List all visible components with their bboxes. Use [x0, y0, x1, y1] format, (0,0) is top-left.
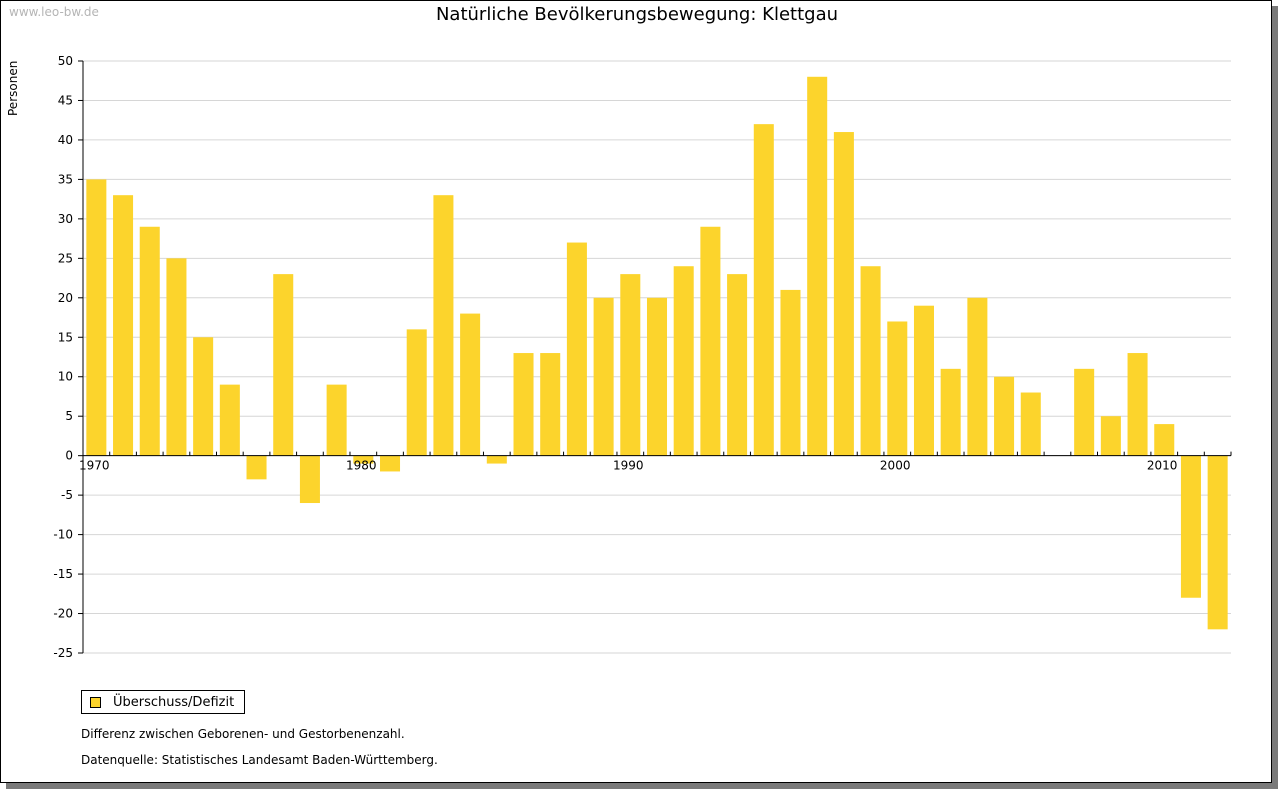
bar [486, 455, 507, 464]
y-tick-label: 10 [58, 370, 73, 384]
bar [967, 297, 988, 456]
y-tick-label: 30 [58, 212, 73, 226]
y-tick-label: -10 [53, 528, 73, 542]
note-difference: Differenz zwischen Geborenen- und Gestor… [81, 727, 405, 741]
bar [833, 132, 854, 456]
x-tick-label: 2010 [1147, 459, 1178, 473]
bar [700, 226, 721, 456]
bar [727, 274, 748, 456]
bar [433, 195, 454, 456]
bar [219, 384, 240, 456]
y-tick-label: -5 [61, 488, 73, 502]
y-tick-label: 20 [58, 291, 73, 305]
note-source: Datenquelle: Statistisches Landesamt Bad… [81, 753, 438, 767]
bar [673, 266, 694, 456]
watermark: www.leo-bw.de [9, 5, 99, 19]
bar [326, 384, 347, 456]
y-tick-label: 5 [65, 409, 73, 423]
legend-swatch [90, 696, 101, 708]
bar [807, 76, 828, 456]
y-tick-label: 0 [65, 449, 73, 463]
x-tick-label: 1970 [79, 459, 110, 473]
x-tick-label: 2000 [880, 459, 911, 473]
x-tick-label: 1990 [613, 459, 644, 473]
y-tick-label: 45 [58, 93, 73, 107]
y-tick-label: 40 [58, 133, 73, 147]
y-tick-label: -15 [53, 567, 73, 581]
bar [940, 368, 961, 456]
bar [353, 455, 374, 464]
legend-label: Überschuss/Defizit [113, 694, 235, 710]
legend: Überschuss/Defizit [81, 690, 246, 714]
bar [139, 226, 160, 456]
bar [646, 297, 668, 456]
bar [406, 329, 427, 456]
bar [994, 376, 1015, 456]
bar [620, 274, 641, 456]
chart-title: Natürliche Bevölkerungsbewegung: Klettga… [435, 4, 839, 25]
y-tick-label: 15 [58, 330, 73, 344]
bar [513, 353, 534, 456]
bar [299, 455, 320, 504]
bar [753, 124, 774, 456]
bar [380, 455, 401, 472]
bar [273, 274, 294, 456]
bar [540, 353, 561, 456]
bar [593, 297, 614, 456]
bar [780, 289, 801, 456]
bar [86, 179, 107, 456]
bar [1180, 455, 1201, 598]
bar [913, 305, 934, 456]
y-tick-label: 25 [58, 251, 73, 265]
y-tick-label: -25 [53, 646, 73, 660]
bar [1074, 368, 1095, 456]
bar [1154, 424, 1175, 456]
y-tick-label: -20 [53, 607, 73, 621]
bar [113, 195, 134, 456]
bar [246, 455, 267, 480]
bar [860, 266, 881, 456]
bar [566, 242, 587, 456]
bar [1127, 353, 1148, 456]
bar [887, 321, 908, 456]
bar [166, 258, 187, 456]
bar [1100, 416, 1121, 456]
bar [1207, 455, 1228, 630]
y-tick-label: 50 [58, 54, 73, 68]
y-tick-label: 35 [58, 172, 73, 186]
bar [1020, 392, 1041, 456]
x-tick-label: 1980 [346, 459, 377, 473]
bar [460, 313, 481, 456]
bar [193, 337, 214, 456]
